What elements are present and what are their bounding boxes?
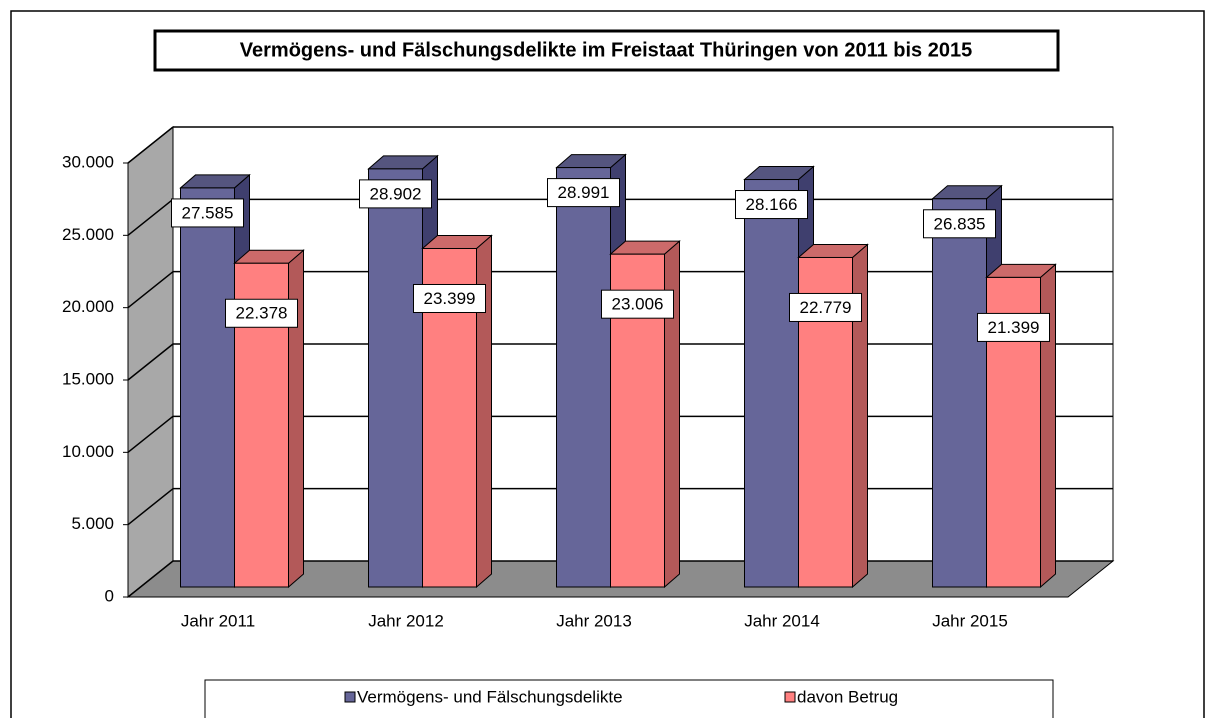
data-label-box [735,190,808,220]
x-tick-label: Jahr 2012 [368,611,444,630]
data-label: 23.399 [424,289,476,308]
legend-label: Vermögens- und Fälschungsdelikte [357,687,623,706]
bar [932,198,987,588]
legend-box [204,679,1054,718]
y-tick-label: 25.000 [62,225,114,244]
y-tick-label: 20.000 [62,297,114,316]
grid-line [127,198,174,236]
data-label: 28.902 [370,184,422,203]
x-tick-label: Jahr 2013 [556,611,632,630]
y-tick-label: 5.000 [71,514,114,533]
data-label: 26.835 [934,214,986,233]
data-label: 28.991 [558,183,610,202]
data-label: 28.166 [746,195,798,214]
bar [368,168,423,588]
grid-line [127,488,174,526]
grid-line [127,126,174,164]
x-tick-label: Jahr 2014 [744,611,820,630]
grid-line [127,415,174,453]
data-label: 27.585 [182,203,234,222]
legend-swatch [784,691,796,703]
bar [556,167,611,588]
bar [180,187,235,588]
data-label: 22.378 [236,304,288,323]
legend-label: davon Betrug [797,687,898,706]
grid-line [127,560,174,598]
bar-side [1040,263,1056,589]
data-label: 21.399 [988,318,1040,337]
data-label: 22.779 [800,298,852,317]
data-label-box [789,292,862,322]
data-label-box [601,289,674,319]
data-label-box [225,298,298,328]
grid-line [127,343,174,381]
y-tick-label: 30.000 [62,152,114,171]
x-tick-label: Jahr 2011 [181,611,255,630]
chart-frame [10,10,1205,718]
x-tick-label: Jahr 2015 [932,611,1008,630]
data-label-box [359,179,432,209]
data-label-box [171,198,244,228]
y-tick-label: 10.000 [62,442,114,461]
chart-title: Vermögens- und Fälschungsdelikte im Frei… [240,39,972,61]
data-label-box [547,178,620,208]
grid-line [127,271,174,309]
bar [744,179,799,588]
data-label-box [923,209,996,239]
data-label: 23.006 [612,295,664,314]
legend-swatch [344,691,356,703]
title-box [153,29,1060,72]
y-tick-label: 0 [105,586,114,605]
data-label-box [977,312,1050,342]
data-label-box [413,283,486,313]
y-tick-label: 15.000 [62,369,114,388]
